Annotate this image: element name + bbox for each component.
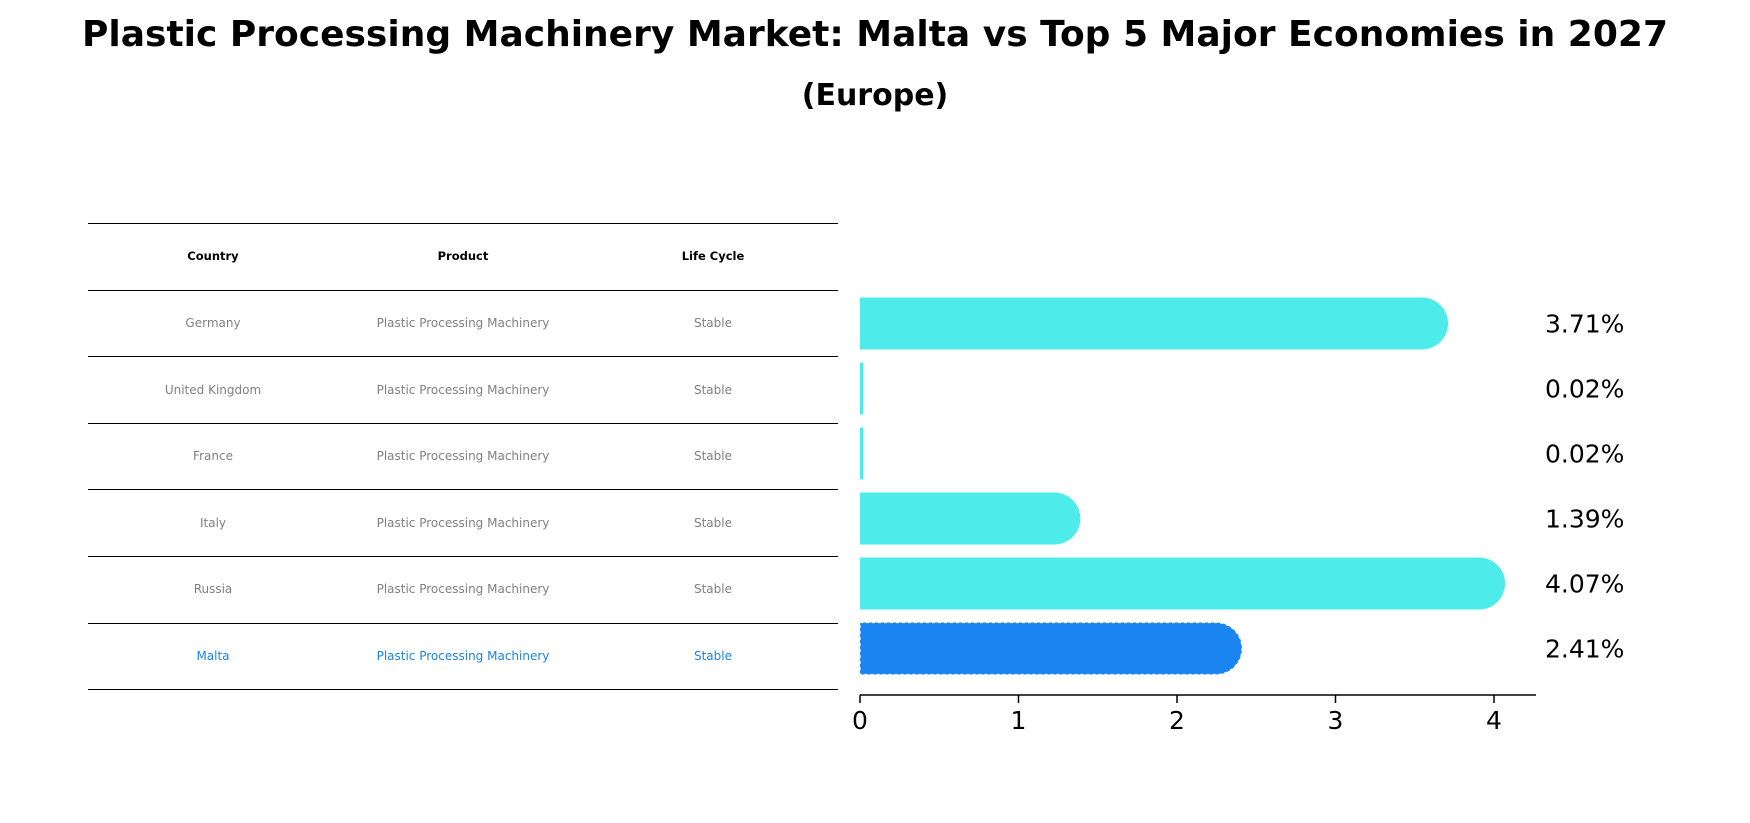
x-tick-label: 3 bbox=[1328, 706, 1344, 735]
table-cell-country: Germany bbox=[185, 315, 241, 330]
table-header-cell: Country bbox=[187, 249, 239, 264]
table-cell-life-cycle: Stable bbox=[693, 648, 732, 663]
x-tick-label: 2 bbox=[1169, 706, 1185, 735]
table-cell-life-cycle: Stable bbox=[693, 315, 732, 330]
table-cell-product: Plastic Processing Machinery bbox=[376, 315, 550, 330]
bar bbox=[859, 621, 1243, 676]
data-label: 0.02% bbox=[1545, 440, 1624, 469]
table-cell-product: Plastic Processing Machinery bbox=[376, 449, 550, 464]
table-rule bbox=[88, 422, 838, 424]
bar bbox=[860, 362, 864, 415]
table-cell-country: Italy bbox=[199, 515, 227, 530]
table-rule bbox=[88, 689, 838, 691]
data-label: 3.71% bbox=[1545, 310, 1624, 339]
data-label: 1.39% bbox=[1545, 505, 1624, 534]
x-tick-label: 1 bbox=[1011, 706, 1027, 735]
table-rule bbox=[88, 489, 838, 491]
x-tick-label: 4 bbox=[1486, 706, 1502, 735]
bar bbox=[860, 557, 1506, 610]
chart-title: Plastic Processing Machinery Market: Mal… bbox=[82, 14, 1668, 55]
bar bbox=[860, 297, 1449, 350]
table-cell-country: France bbox=[193, 449, 233, 464]
table-cell-life-cycle: Stable bbox=[693, 582, 732, 597]
bar bbox=[860, 427, 864, 480]
table-cell-product: Plastic Processing Machinery bbox=[376, 582, 550, 597]
data-table: Country Product Life Cycle Germany Plastic P… bbox=[88, 223, 838, 691]
table-header-cell: Life Cycle bbox=[681, 249, 745, 264]
table-cell-country: United Kingdom bbox=[164, 382, 262, 397]
table-header-cell: Product bbox=[437, 249, 489, 264]
table-cell-country: Russia bbox=[193, 582, 233, 597]
table-rule bbox=[88, 289, 838, 291]
table-cell-life-cycle: Stable bbox=[693, 515, 732, 530]
table-cell-country: Malta bbox=[196, 648, 230, 663]
data-label: 2.41% bbox=[1545, 635, 1624, 664]
table-cell-product: Plastic Processing Machinery bbox=[376, 648, 550, 663]
table-rule bbox=[88, 223, 838, 224]
table-cell-product: Plastic Processing Machinery bbox=[376, 382, 550, 397]
table-cell-product: Plastic Processing Machinery bbox=[376, 515, 550, 530]
table-rule bbox=[88, 622, 838, 624]
bar bbox=[860, 492, 1081, 545]
table-rule bbox=[88, 356, 838, 358]
x-tick-label: 0 bbox=[852, 706, 868, 735]
table-cell-life-cycle: Stable bbox=[693, 382, 732, 397]
data-label: 4.07% bbox=[1545, 570, 1624, 599]
table-rule bbox=[88, 556, 838, 557]
table-cell-life-cycle: Stable bbox=[693, 449, 732, 464]
chart-subtitle: (Europe) bbox=[801, 78, 949, 113]
data-label: 0.02% bbox=[1545, 375, 1624, 404]
